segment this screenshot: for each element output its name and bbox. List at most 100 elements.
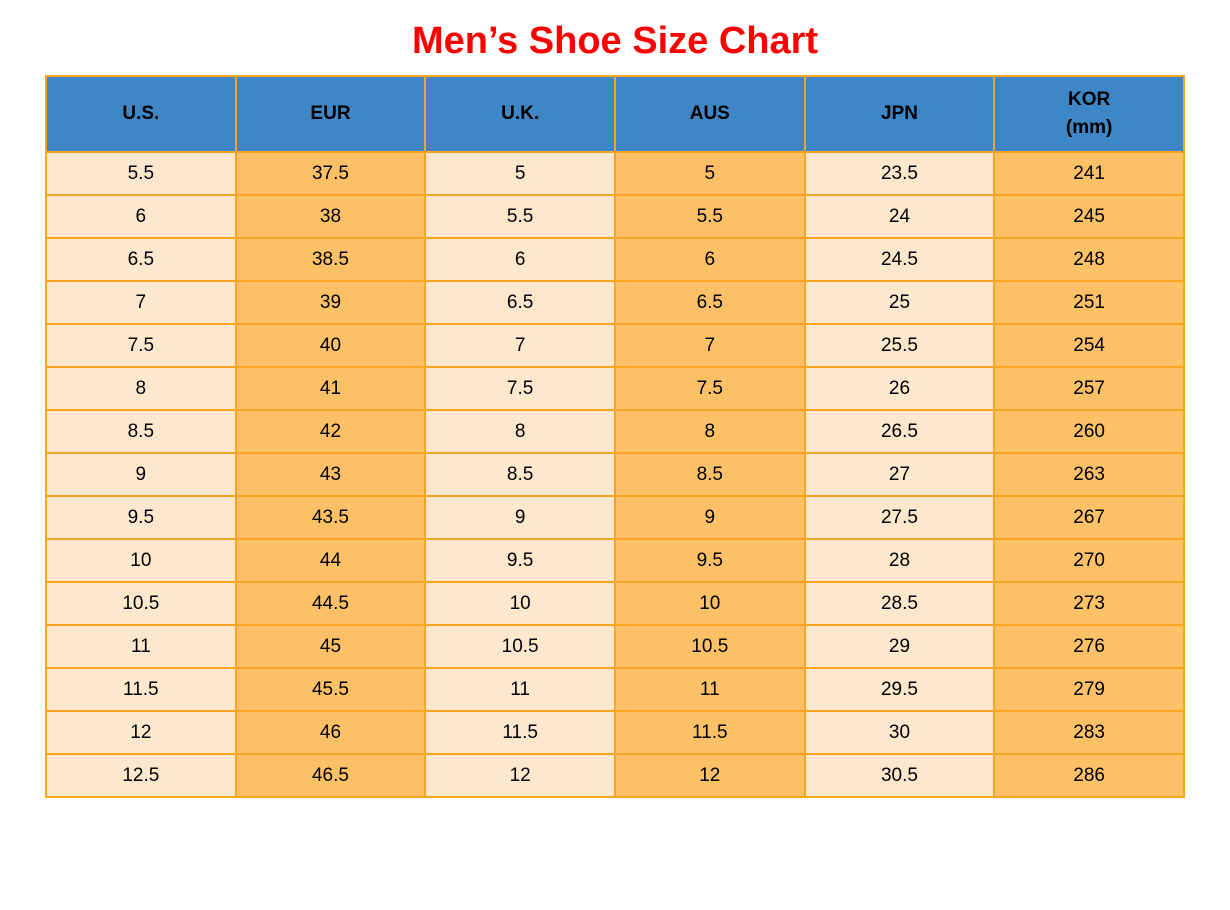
table-cell: 6.5 [45,237,237,282]
table-cell: 6.5 [424,280,616,325]
table-cell: 9.5 [613,538,806,583]
table-cell: 7 [613,323,806,368]
table-cell: 26 [803,366,996,411]
table-row: 8.5 42 8 8 26.5 260 [45,409,1185,454]
header-row: U.S. EUR U.K. AUS JPN KOR (mm) [45,75,1185,153]
table-cell: 270 [993,538,1185,583]
table-cell: 23.5 [803,151,996,196]
table-cell: 11.5 [424,710,616,755]
table-cell: 7.5 [45,323,237,368]
shoe-size-table: U.S. EUR U.K. AUS JPN KOR (mm) 5.5 37.5 5 5… [45,75,1185,798]
table-cell: 25 [803,280,996,325]
page: Men’s Shoe Size Chart U.S. EUR U.K. AUS … [45,20,1185,798]
table-cell: 10.5 [613,624,806,669]
table-cell: 37.5 [234,151,427,196]
table-cell: 10.5 [45,581,237,626]
table-cell: 27 [803,452,996,497]
table-cell: 11.5 [45,667,237,712]
table-cell: 6 [424,237,616,282]
table-cell: 5 [613,151,806,196]
table-cell: 9 [613,495,806,540]
table-cell: 283 [993,710,1185,755]
table-cell: 5.5 [45,151,237,196]
table-cell: 6 [613,237,806,282]
table-cell: 29.5 [803,667,996,712]
table-cell: 12 [45,710,237,755]
table-cell: 273 [993,581,1185,626]
table-row: 10.5 44.5 10 10 28.5 273 [45,581,1185,626]
table-cell: 43 [234,452,427,497]
table-cell: 40 [234,323,427,368]
table-cell: 5 [424,151,616,196]
table-cell: 26.5 [803,409,996,454]
table-cell: 43.5 [234,495,427,540]
table-cell: 257 [993,366,1185,411]
table-cell: 11.5 [613,710,806,755]
table-cell: 8 [424,409,616,454]
table-cell: 29 [803,624,996,669]
table-cell: 8.5 [424,452,616,497]
table-cell: 38.5 [234,237,427,282]
table-cell: 7.5 [613,366,806,411]
table-cell: 41 [234,366,427,411]
table-cell: 5.5 [613,194,806,239]
table-row: 10 44 9.5 9.5 28 270 [45,538,1185,583]
table-row: 12 46 11.5 11.5 30 283 [45,710,1185,755]
table-cell: 245 [993,194,1185,239]
table-cell: 11 [613,667,806,712]
table-cell: 260 [993,409,1185,454]
table-cell: 44 [234,538,427,583]
table-cell: 7 [424,323,616,368]
table-cell: 39 [234,280,427,325]
table-row: 7.5 40 7 7 25.5 254 [45,323,1185,368]
table-cell: 12 [424,753,616,798]
table-cell: 10 [45,538,237,583]
table-cell: 10 [424,581,616,626]
table-cell: 263 [993,452,1185,497]
table-row: 7 39 6.5 6.5 25 251 [45,280,1185,325]
table-cell: 46 [234,710,427,755]
table-cell: 248 [993,237,1185,282]
table-row: 5.5 37.5 5 5 23.5 241 [45,151,1185,196]
table-cell: 5.5 [424,194,616,239]
table-cell: 12 [613,753,806,798]
table-cell: 38 [234,194,427,239]
table-cell: 276 [993,624,1185,669]
table-cell: 9 [424,495,616,540]
table-cell: 8.5 [613,452,806,497]
table-cell: 11 [45,624,237,669]
table-cell: 45 [234,624,427,669]
table-cell: 46.5 [234,753,427,798]
table-cell: 9.5 [424,538,616,583]
column-header-jpn: JPN [803,75,996,153]
table-cell: 12.5 [45,753,237,798]
table-body: 5.5 37.5 5 5 23.5 241 6 38 5.5 5.5 24 245 6.5 38.5 6 6 2… [45,151,1185,798]
table-cell: 10 [613,581,806,626]
column-header-us: U.S. [45,75,237,153]
column-header-eur: EUR [234,75,427,153]
table-cell: 24 [803,194,996,239]
column-header-kor: KOR (mm) [993,75,1185,153]
table-cell: 251 [993,280,1185,325]
table-cell: 8.5 [45,409,237,454]
table-cell: 10.5 [424,624,616,669]
table-header: U.S. EUR U.K. AUS JPN KOR (mm) [45,75,1185,153]
table-cell: 45.5 [234,667,427,712]
column-header-aus: AUS [613,75,806,153]
table-cell: 267 [993,495,1185,540]
table-cell: 28 [803,538,996,583]
table-cell: 254 [993,323,1185,368]
table-cell: 9 [45,452,237,497]
table-row: 9.5 43.5 9 9 27.5 267 [45,495,1185,540]
table-cell: 6.5 [613,280,806,325]
table-cell: 241 [993,151,1185,196]
table-row: 6.5 38.5 6 6 24.5 248 [45,237,1185,282]
table-row: 11 45 10.5 10.5 29 276 [45,624,1185,669]
table-cell: 9.5 [45,495,237,540]
table-cell: 30 [803,710,996,755]
table-cell: 28.5 [803,581,996,626]
table-cell: 24.5 [803,237,996,282]
table-cell: 25.5 [803,323,996,368]
table-cell: 286 [993,753,1185,798]
table-row: 11.5 45.5 11 11 29.5 279 [45,667,1185,712]
